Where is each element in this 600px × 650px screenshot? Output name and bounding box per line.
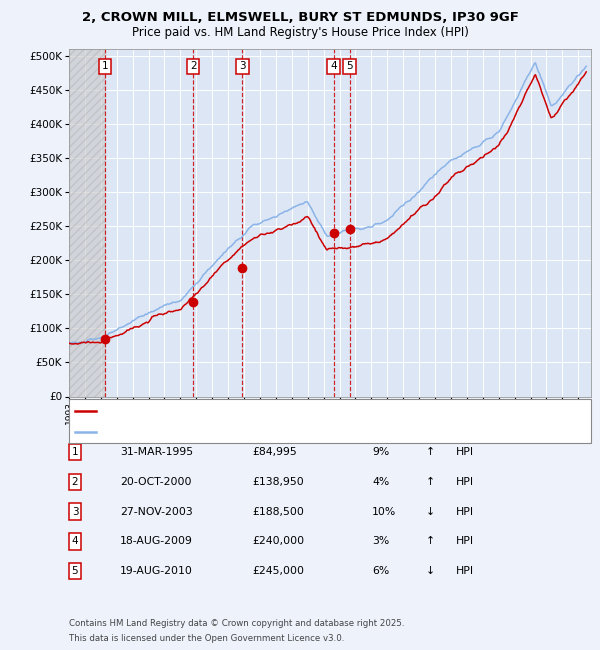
Text: 31-MAR-1995: 31-MAR-1995 (120, 447, 193, 457)
Text: 4: 4 (331, 62, 337, 72)
Text: £188,500: £188,500 (252, 506, 304, 517)
Text: 2: 2 (190, 62, 196, 72)
Text: 9%: 9% (372, 447, 389, 457)
Text: 18-AUG-2009: 18-AUG-2009 (120, 536, 193, 547)
Text: HPI: HPI (456, 536, 474, 547)
Text: ↓: ↓ (426, 506, 435, 517)
Text: 19-AUG-2010: 19-AUG-2010 (120, 566, 193, 577)
Text: 4%: 4% (372, 476, 389, 487)
Text: 10%: 10% (372, 506, 396, 517)
Polygon shape (69, 49, 105, 396)
Text: £138,950: £138,950 (252, 476, 304, 487)
Text: 3: 3 (71, 506, 79, 517)
Text: HPI: HPI (456, 447, 474, 457)
Text: £245,000: £245,000 (252, 566, 304, 577)
Text: 27-NOV-2003: 27-NOV-2003 (120, 506, 193, 517)
Text: ↓: ↓ (426, 566, 435, 577)
Bar (69, 49, 105, 396)
Text: ↑: ↑ (426, 476, 435, 487)
Text: 2: 2 (71, 476, 79, 487)
Text: Contains HM Land Registry data © Crown copyright and database right 2025.: Contains HM Land Registry data © Crown c… (69, 619, 404, 629)
Text: ↑: ↑ (426, 536, 435, 547)
Text: 5: 5 (71, 566, 79, 577)
Text: 6%: 6% (372, 566, 389, 577)
Text: Price paid vs. HM Land Registry's House Price Index (HPI): Price paid vs. HM Land Registry's House … (131, 26, 469, 39)
Text: 3: 3 (239, 62, 246, 72)
Text: 1: 1 (71, 447, 79, 457)
Text: This data is licensed under the Open Government Licence v3.0.: This data is licensed under the Open Gov… (69, 634, 344, 643)
Text: 1: 1 (101, 62, 108, 72)
Text: 20-OCT-2000: 20-OCT-2000 (120, 476, 191, 487)
Text: HPI: HPI (456, 566, 474, 577)
Text: ↑: ↑ (426, 447, 435, 457)
Text: HPI: Average price, detached house, Mid Suffolk: HPI: Average price, detached house, Mid … (99, 426, 339, 437)
Text: 2, CROWN MILL, ELMSWELL, BURY ST EDMUNDS, IP30 9GF: 2, CROWN MILL, ELMSWELL, BURY ST EDMUNDS… (82, 11, 518, 24)
Text: £240,000: £240,000 (252, 536, 304, 547)
Text: 2, CROWN MILL, ELMSWELL, BURY ST EDMUNDS, IP30 9GF (detached house): 2, CROWN MILL, ELMSWELL, BURY ST EDMUNDS… (99, 406, 481, 416)
Text: HPI: HPI (456, 476, 474, 487)
Text: 5: 5 (346, 62, 353, 72)
Text: 4: 4 (71, 536, 79, 547)
Text: 3%: 3% (372, 536, 389, 547)
Text: HPI: HPI (456, 506, 474, 517)
Text: £84,995: £84,995 (252, 447, 297, 457)
